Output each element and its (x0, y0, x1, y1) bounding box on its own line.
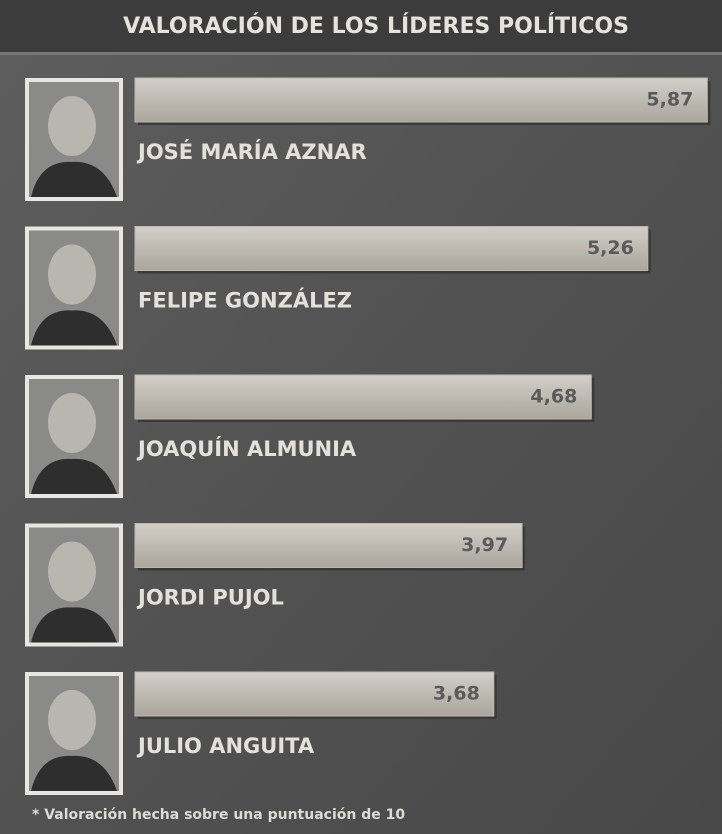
value-label: 3,97 (461, 534, 508, 556)
value-label: 5,26 (587, 237, 634, 259)
photo-head (48, 542, 96, 602)
bar (135, 375, 591, 419)
chart: VALORACIÓN DE LOS LÍDERES POLÍTICOS * Va… (0, 0, 722, 834)
value-label: 4,68 (530, 386, 577, 408)
chart-title: VALORACIÓN DE LOS LÍDERES POLÍTICOS (123, 13, 629, 39)
category-label: FELIPE GONZÁLEZ (138, 288, 352, 313)
category-label: JOAQUÍN ALMUNIA (136, 436, 357, 461)
photo-head (48, 393, 96, 453)
category-label: JULIO ANGUITA (136, 734, 315, 758)
category-label: JORDI PUJOL (136, 586, 284, 610)
photo-head (48, 245, 96, 305)
footnote: * Valoración hecha sobre una puntuación … (32, 807, 405, 823)
photo-head (48, 690, 96, 750)
value-label: 3,68 (433, 683, 480, 705)
photo-head (48, 96, 96, 156)
category-label: JOSÉ MARÍA AZNAR (136, 139, 367, 164)
value-label: 5,87 (646, 89, 693, 111)
bar (135, 78, 707, 122)
title-rule (0, 52, 722, 55)
bar (135, 227, 648, 271)
